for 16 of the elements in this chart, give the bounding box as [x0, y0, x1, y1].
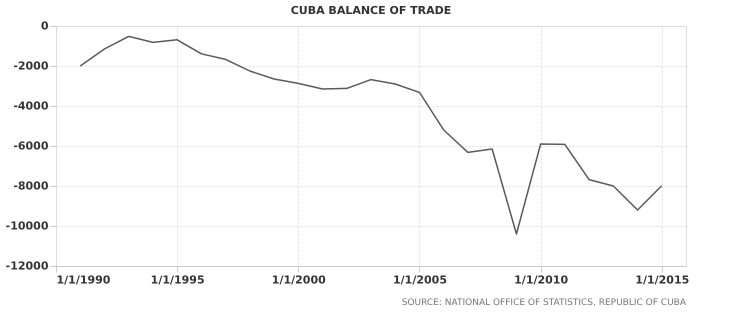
x-tick-label: 1/1/1990 — [56, 274, 111, 286]
chart-title: CUBA BALANCE OF TRADE — [290, 4, 452, 17]
y-tick-label: 0 — [40, 20, 49, 32]
x-tick-label: 1/1/2000 — [272, 274, 326, 286]
x-tick-label: 1/1/2015 — [635, 274, 690, 286]
y-tick-label: -10000 — [6, 220, 49, 232]
y-tick-label: -8000 — [13, 180, 49, 192]
x-tick-label: 1/1/2005 — [393, 274, 447, 286]
y-tick-label: -6000 — [13, 140, 49, 152]
x-tick-label: 1/1/1995 — [150, 274, 205, 286]
y-tick-label: -2000 — [13, 60, 49, 72]
y-tick-label: -4000 — [13, 100, 49, 112]
line-series — [79, 36, 663, 235]
source-note: SOURCE: NATIONAL OFFICE OF STATISTICS, REPUBLIC OF CUBA — [402, 298, 687, 308]
x-tick-label: 1/1/2010 — [514, 274, 568, 286]
y-tick-label: -12000 — [6, 260, 49, 272]
